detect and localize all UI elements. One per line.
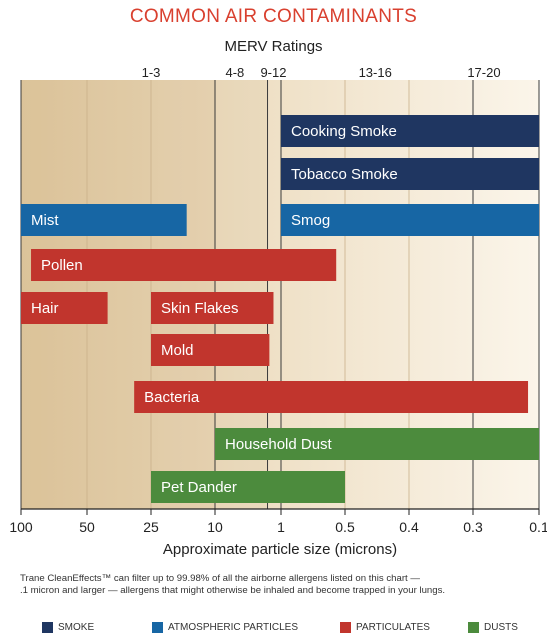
bar-rect [31, 249, 337, 281]
bar-pet-dander: Pet Dander [151, 471, 345, 503]
x-tick-label: 25 [143, 519, 159, 535]
footnote: Trane CleanEffects™ can filter up to 99.… [20, 573, 545, 597]
bar-cooking-smoke: Cooking Smoke [281, 115, 539, 147]
bar-label: Mist [31, 212, 59, 229]
bar-label: Tobacco Smoke [291, 166, 398, 183]
bar-household-dust: Household Dust [215, 428, 539, 460]
chart-title: COMMON AIR CONTAMINANTS [129, 6, 418, 27]
legend: SMOKE ATMOSPHERIC PARTICLES PARTICULATES DU… [0, 622, 547, 636]
x-tick-label: 0.4 [399, 519, 419, 535]
bar-rect [134, 381, 529, 413]
bar-rect [281, 158, 539, 190]
bar-label: Mold [161, 342, 194, 359]
bar-rect [215, 428, 539, 460]
x-tick-label: 1 [277, 519, 285, 535]
bar-tobacco-smoke: Tobacco Smoke [281, 158, 539, 190]
legend-label: ATMOSPHERIC PARTICLES [168, 622, 299, 633]
bar-pollen: Pollen [31, 249, 337, 281]
footnote-line-2: .1 micron and larger — allergens that mi… [20, 585, 446, 596]
merv-tick-label: 1-3 [142, 65, 161, 80]
x-tick-label: 10 [207, 519, 223, 535]
x-tick-label: 0.3 [463, 519, 483, 535]
legend-item-dusts: DUSTS [468, 622, 518, 633]
bar-label: Bacteria [144, 389, 200, 406]
legend-item-smoke: SMOKE [42, 622, 94, 633]
footnote-line-1: Trane CleanEffects™ can filter up to 99.… [20, 573, 420, 584]
bar-mist: Mist [21, 204, 187, 236]
legend-label: PARTICULATES [356, 622, 430, 633]
bar-label: Cooking Smoke [291, 123, 397, 140]
x-tick-label: 50 [79, 519, 95, 535]
legend-label: DUSTS [484, 622, 518, 633]
chart-plot: 1-3 4-8 9-12 13-16 17-20 100 50 25 10 1 0.5 0.4 0.3 0… [9, 65, 547, 535]
bar-mold: Mold [151, 334, 270, 366]
bar-rect [151, 334, 270, 366]
bar-rect [281, 204, 539, 236]
bar-skin-flakes: Skin Flakes [151, 292, 274, 324]
bar-label: Pollen [41, 257, 83, 274]
x-tick-label: 0.5 [335, 519, 355, 535]
merv-tick-label: 13-16 [359, 65, 392, 80]
legend-swatch [152, 622, 163, 633]
bar-bacteria: Bacteria [134, 381, 529, 413]
merv-tick-label: 9-12 [260, 65, 286, 80]
merv-tick-label: 17-20 [467, 65, 500, 80]
x-tick-label: 0.1 [529, 519, 547, 535]
bar-label: Smog [291, 212, 330, 229]
bar-rect [151, 292, 274, 324]
bar-label: Skin Flakes [161, 300, 239, 317]
bar-label: Household Dust [225, 436, 333, 453]
legend-swatch [42, 622, 53, 633]
x-axis-title: Approximate particle size (microns) [162, 541, 398, 558]
bar-label: Pet Dander [161, 479, 237, 496]
bar-rect [151, 471, 345, 503]
legend-swatch [340, 622, 351, 633]
legend-item-particulates: PARTICULATES [340, 622, 430, 633]
legend-swatch [468, 622, 479, 633]
x-tick-label: 100 [9, 519, 33, 535]
merv-ratings-title: MERV Ratings [224, 38, 323, 55]
bar-label: Hair [31, 300, 59, 317]
bar-rect [21, 204, 187, 236]
merv-tick-label: 4-8 [225, 65, 244, 80]
legend-item-atmospheric: ATMOSPHERIC PARTICLES [152, 622, 298, 633]
bar-rect [281, 115, 539, 147]
bar-rect [21, 292, 108, 324]
legend-label: SMOKE [58, 622, 95, 633]
bar-smog: Smog [281, 204, 539, 236]
bar-hair: Hair [21, 292, 108, 324]
